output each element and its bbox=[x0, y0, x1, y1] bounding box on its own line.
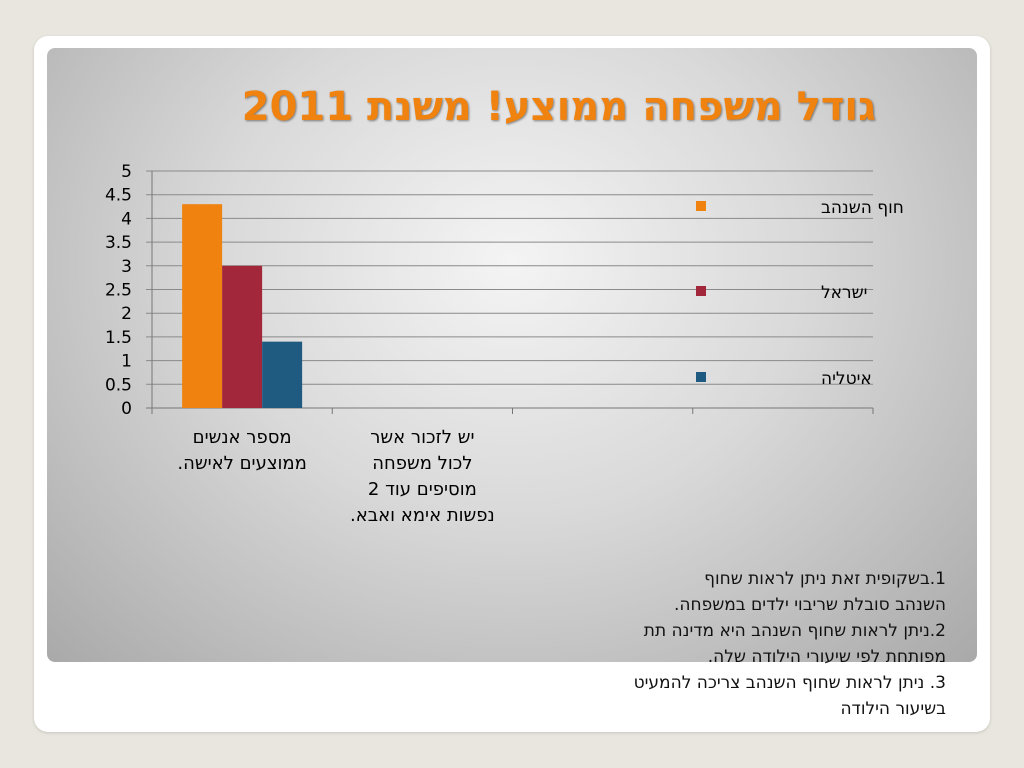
legend-label: איטליה bbox=[821, 369, 872, 389]
x-category-label-line: ממוצעים לאישה. bbox=[177, 453, 307, 474]
y-tick-label: 0.5 bbox=[105, 375, 132, 395]
x-category-label-line: מוסיפים עוד 2 bbox=[367, 479, 477, 500]
note-line: 1.בשקופית זאת ניתן לראות שחוף bbox=[704, 569, 946, 589]
x-category-label-line: נפשות אימא ואבא. bbox=[349, 505, 495, 526]
note-line: 3. ניתן לראות שחוף השנהב צריכה להמעיט bbox=[633, 673, 946, 693]
legend-swatch bbox=[696, 201, 706, 211]
note-line: השנהב סובלת שריבוי ילדים במשפחה. bbox=[673, 595, 946, 615]
y-tick-label: 1.5 bbox=[105, 328, 132, 348]
slide-notes: 1.בשקופית זאת ניתן לראות שחוף השנהב סובל… bbox=[500, 566, 946, 722]
y-tick-label: 0 bbox=[121, 399, 132, 419]
x-category-label-line: לכול משפחה bbox=[372, 453, 473, 474]
note-line: 2.ניתן לראות שחוף השנהב היא מדינה תת bbox=[643, 621, 946, 641]
y-tick-label: 1 bbox=[121, 352, 132, 372]
legend-swatch bbox=[696, 372, 706, 382]
y-tick-label: 2.5 bbox=[105, 281, 132, 301]
y-tick-label: 2 bbox=[121, 304, 132, 324]
x-category-label-line: מספר אנשים bbox=[192, 427, 292, 448]
y-tick-label: 5 bbox=[121, 162, 132, 182]
note-line: מפותחת לפי שיעורי הילודה שלה. bbox=[707, 647, 946, 667]
legend-swatch bbox=[696, 286, 706, 296]
bar bbox=[182, 204, 223, 408]
slide-title: גודל משפחה ממוצע! משנת 2011 bbox=[241, 84, 876, 130]
y-tick-label: 3 bbox=[121, 257, 132, 277]
bar bbox=[262, 341, 303, 408]
x-category-label: מספר אנשים ממוצעים לאישה. bbox=[142, 425, 342, 477]
bar bbox=[222, 265, 263, 408]
y-tick-label: 3.5 bbox=[105, 233, 132, 253]
x-category-label-line: יש לזכור אשר bbox=[370, 427, 475, 448]
x-category-label: יש לזכור אשר לכול משפחה מוסיפים עוד 2 נפשות… bbox=[322, 425, 522, 529]
note-line: בשיעור הילודה bbox=[840, 699, 946, 719]
legend-label: חוף השנהב bbox=[821, 198, 904, 218]
y-tick-label: 4.5 bbox=[105, 186, 132, 206]
legend-label: ישראל bbox=[821, 283, 867, 303]
y-tick-label: 4 bbox=[121, 209, 132, 229]
